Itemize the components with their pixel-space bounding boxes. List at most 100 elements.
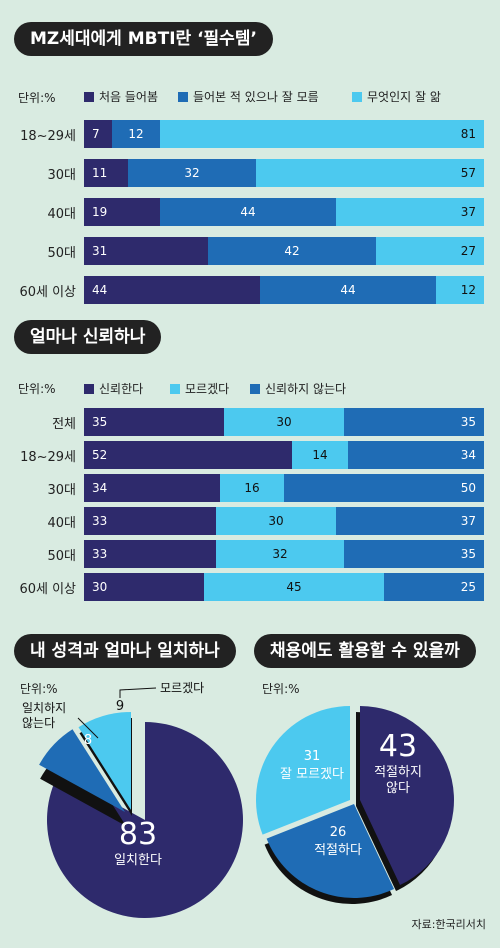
bar-segment: 12 xyxy=(436,276,484,304)
data-label: 50 xyxy=(460,481,476,495)
data-label: 44 xyxy=(340,283,356,297)
bar-segment: 27 xyxy=(376,237,484,265)
legend-label: 신뢰하지 않는다 xyxy=(265,382,347,396)
bar-segment: 34 xyxy=(84,474,220,502)
legend-swatch xyxy=(250,383,260,394)
section4-unit: 단위:% xyxy=(262,682,300,696)
legend-swatch xyxy=(352,91,362,102)
data-label: 45 xyxy=(286,580,302,594)
section1-legend-2: 들어본 적 있으나 잘 모름 xyxy=(178,88,319,105)
pie-slice-unsure xyxy=(256,706,350,835)
legend-label: 모르겠다 xyxy=(185,382,230,396)
row-label: 30대 xyxy=(47,483,76,498)
bar-segment: 32 xyxy=(216,540,344,568)
section3-unit: 단위:% xyxy=(20,682,58,696)
stacked-bar: 7 12 81 xyxy=(84,120,484,148)
row-label: 60세 이상 xyxy=(19,582,76,597)
data-label: 37 xyxy=(460,514,476,528)
section1-legend-1: 처음 들어봄 xyxy=(84,88,158,105)
data-label: 33 xyxy=(92,547,108,561)
bar-segment: 35 xyxy=(84,408,224,436)
data-label: 12 xyxy=(128,127,144,141)
data-label: 31 xyxy=(92,244,108,258)
pie-slice-inappropriate xyxy=(360,706,454,886)
bar-segment: 16 xyxy=(220,474,284,502)
section3-title: 내 성격과 얼마나 일치하나 xyxy=(14,634,236,668)
stacked-bar: 35 30 35 xyxy=(84,408,484,436)
legend-label: 신뢰한다 xyxy=(99,382,144,396)
data-label: 33 xyxy=(92,514,108,528)
row-label: 40대 xyxy=(47,207,76,222)
bar-segment: 30 xyxy=(84,573,204,601)
section1-title: MZ세대에게 MBTI란 ‘필수템’ xyxy=(14,22,273,56)
legend-label: 처음 들어봄 xyxy=(99,90,159,104)
data-label: 30 xyxy=(92,580,108,594)
stacked-bar: 30 45 25 xyxy=(84,573,484,601)
legend-label: 무엇인지 잘 앎 xyxy=(367,90,441,104)
bar-segment: 44 xyxy=(260,276,436,304)
pie-label: 31 xyxy=(304,749,321,764)
bar-segment: 14 xyxy=(292,441,348,469)
row-label: 50대 xyxy=(47,549,76,564)
pie-slice-match xyxy=(46,722,244,918)
section4-title: 채용에도 활용할 수 있을까 xyxy=(254,634,476,668)
data-label: 14 xyxy=(312,448,328,462)
data-label: 57 xyxy=(460,166,476,180)
section2-legend-1: 신뢰한다 xyxy=(84,380,143,397)
pie-label: 일치한다 xyxy=(114,853,162,868)
pie-label: 적절하지 xyxy=(374,765,422,780)
data-label: 42 xyxy=(284,244,300,258)
stacked-bar: 31 42 27 xyxy=(84,237,484,265)
section2-legend-2: 모르겠다 xyxy=(170,380,229,397)
bar-segment: 37 xyxy=(336,507,484,535)
bar-segment: 52 xyxy=(84,441,292,469)
section2-unit: 단위:% xyxy=(18,382,56,396)
pie-slice-mismatch xyxy=(39,729,125,812)
data-label: 27 xyxy=(460,244,476,258)
bar-segment: 50 xyxy=(284,474,484,502)
bar-segment: 35 xyxy=(344,408,484,436)
pie-label: 일치하지 xyxy=(22,701,66,715)
bar-segment: 32 xyxy=(128,159,256,187)
section1-legend-3: 무엇인지 잘 앎 xyxy=(352,88,441,105)
pie-label: 26 xyxy=(330,825,347,840)
legend-swatch xyxy=(178,91,188,102)
stacked-bar: 44 44 12 xyxy=(84,276,484,304)
pie-slice-appropriate xyxy=(266,804,395,898)
row-label: 18~29세 xyxy=(20,129,76,144)
bar-segment: 44 xyxy=(160,198,336,226)
pie-slice-unsure xyxy=(78,712,131,810)
data-label: 32 xyxy=(272,547,288,561)
leader-line xyxy=(77,717,99,739)
legend-label: 들어본 적 있으나 잘 모름 xyxy=(193,90,319,104)
data-label: 81 xyxy=(460,127,476,141)
bar-segment: 45 xyxy=(204,573,384,601)
bar-segment: 44 xyxy=(84,276,260,304)
data-label: 32 xyxy=(184,166,200,180)
bar-segment: 30 xyxy=(216,507,336,535)
data-label: 30 xyxy=(276,415,292,429)
data-label: 52 xyxy=(92,448,108,462)
section2-title: 얼마나 신뢰하나 xyxy=(14,320,162,354)
bar-segment: 12 xyxy=(112,120,160,148)
bar-segment: 7 xyxy=(84,120,112,148)
stacked-bar: 19 44 37 xyxy=(84,198,484,226)
bar-segment: 33 xyxy=(84,540,216,568)
data-label: 16 xyxy=(244,481,260,495)
bar-segment: 81 xyxy=(160,120,484,148)
pie-label: 9 xyxy=(116,699,124,714)
bar-segment: 11 xyxy=(84,159,128,187)
pie-label: 잘 모르겠다 xyxy=(280,767,344,782)
row-label: 50대 xyxy=(47,246,76,261)
bar-segment: 30 xyxy=(224,408,344,436)
bar-segment: 31 xyxy=(84,237,208,265)
pie-label: 8 xyxy=(84,733,92,748)
legend-swatch xyxy=(84,91,94,102)
bar-segment: 57 xyxy=(256,159,484,187)
legend-swatch xyxy=(84,383,94,394)
data-label: 35 xyxy=(460,547,476,561)
data-label: 34 xyxy=(92,481,108,495)
leader-line xyxy=(119,687,157,698)
source-note: 자료:한국리서치 xyxy=(411,918,486,931)
